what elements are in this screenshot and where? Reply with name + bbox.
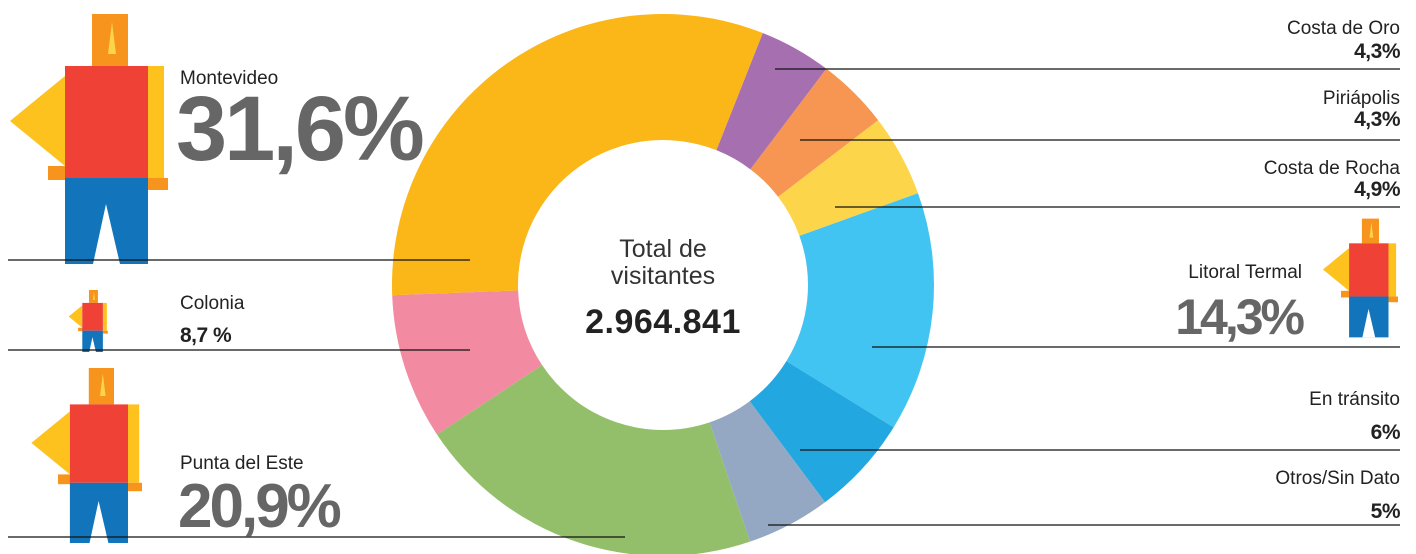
slice xyxy=(749,361,894,503)
person-figure xyxy=(10,14,168,264)
slice xyxy=(778,120,918,236)
category-label: Litoral Termal xyxy=(1188,262,1302,283)
slice xyxy=(436,364,750,554)
slice xyxy=(392,290,543,435)
category-label: En tránsito xyxy=(1309,389,1400,410)
value-label: 4,3% xyxy=(1354,40,1401,63)
person-figure xyxy=(31,368,142,543)
category-label: Costa de Rocha xyxy=(1264,158,1401,179)
category-label: Punta del Este xyxy=(180,453,304,474)
value-label: 6% xyxy=(1371,421,1401,444)
category-label: Colonia xyxy=(180,293,245,314)
value-label: 31,6% xyxy=(176,78,423,180)
donut xyxy=(392,13,934,554)
category-label: Montevideo xyxy=(180,68,278,89)
value-label: 20,9% xyxy=(178,472,341,541)
category-label: Costa de Oro xyxy=(1287,18,1400,39)
center-label-box: Total de visitantes xyxy=(610,236,716,290)
slice xyxy=(709,401,826,542)
value-label: 5% xyxy=(1371,500,1401,523)
value-label: 14,3% xyxy=(1175,289,1304,345)
leaders xyxy=(8,68,1400,538)
total: 2.964.841 xyxy=(585,303,741,341)
category-label: Otros/Sin Dato xyxy=(1275,468,1400,489)
slice xyxy=(392,13,763,296)
slice xyxy=(750,68,879,197)
person-figure xyxy=(1322,218,1398,338)
slice xyxy=(786,193,934,428)
value-label: 4,3% xyxy=(1354,108,1401,131)
person-figure xyxy=(68,290,108,352)
value-label: 8,7 % xyxy=(180,324,232,347)
slice xyxy=(716,33,827,170)
center-label: Total de visitantes xyxy=(610,236,716,290)
value-label: 4,9% xyxy=(1354,178,1401,201)
category-label: Piriápolis xyxy=(1323,88,1400,109)
